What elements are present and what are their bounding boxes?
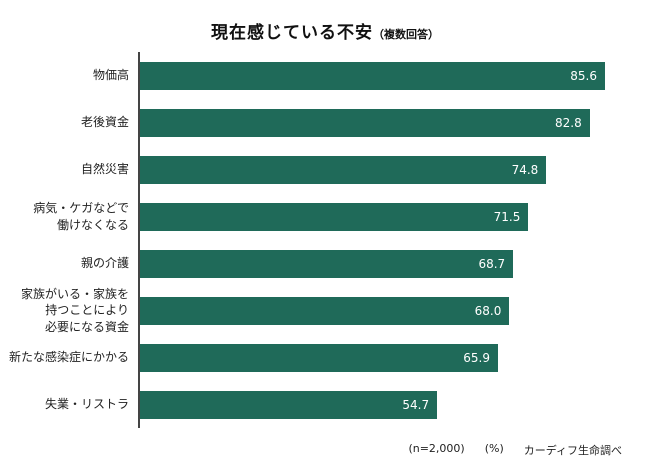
category-label: 新たな感染症にかかる [8,350,129,365]
bar-track: 82.8 [138,99,618,146]
bar-row: 物価高 85.6 [8,52,618,99]
bar-row: 老後資金 82.8 [8,99,618,146]
category-label: 親の介護 [80,256,129,271]
bar: 74.8 [140,155,547,184]
bar-row: 失業・リストラ 54.7 [8,381,618,428]
category-label: 老後資金 [80,115,129,130]
source-label: カーディフ生命調べ [523,444,622,457]
chart-title: 現在感じている不安 [211,23,373,43]
chart-title-note: （複数回答） [373,28,439,41]
bar-track: 68.7 [138,240,618,287]
bar-track: 68.0 [138,287,618,334]
value-label: 54.7 [402,397,430,412]
bar-track: 74.8 [138,146,618,193]
category-label: 病気・ケガなどで 働けなくなる [33,201,129,232]
category-label: 失業・リストラ [44,397,129,412]
chart-title-row: 現在感じている不安（複数回答） [0,18,650,43]
sample-size-label: (n=2,000) [408,442,465,455]
bar-track: 54.7 [138,381,618,428]
category-label: 自然災害 [80,162,129,177]
bar: 82.8 [140,108,590,137]
bar-row: 親の介護 68.7 [8,240,618,287]
bar-row: 病気・ケガなどで 働けなくなる 71.5 [8,193,618,240]
category-label: 家族がいる・家族を 持つことにより 必要になる資金 [20,287,129,334]
value-label: 71.5 [493,209,521,224]
chart-footer: (n=2,000) (%) カーディフ生命調べ [408,442,622,458]
bar: 65.9 [140,343,498,372]
bar: 68.7 [140,249,514,278]
bar: 54.7 [140,390,438,419]
bar-track: 65.9 [138,334,618,381]
bar: 71.5 [140,202,529,231]
value-label: 68.0 [474,303,502,318]
bar: 68.0 [140,296,510,325]
value-label: 65.9 [463,350,490,365]
bar: 85.6 [140,61,605,90]
bar-row: 家族がいる・家族を 持つことにより 必要になる資金 68.0 [8,287,618,334]
bar-track: 71.5 [138,193,618,240]
plot-area: 物価高 85.6 老後資金 82.8 自然災害 74.8 病気・ケガなどで 働けなくなる 71… [8,52,618,428]
category-label: 物価高 [92,68,129,83]
unit-label: (%) [484,442,504,455]
bar-row: 自然災害 74.8 [8,146,618,193]
value-label: 68.7 [478,256,506,271]
value-label: 82.8 [555,115,582,130]
bar-track: 85.6 [138,52,618,99]
bar-row: 新たな感染症にかかる 65.9 [8,334,618,381]
value-label: 74.8 [511,162,539,177]
value-label: 85.6 [570,68,597,83]
